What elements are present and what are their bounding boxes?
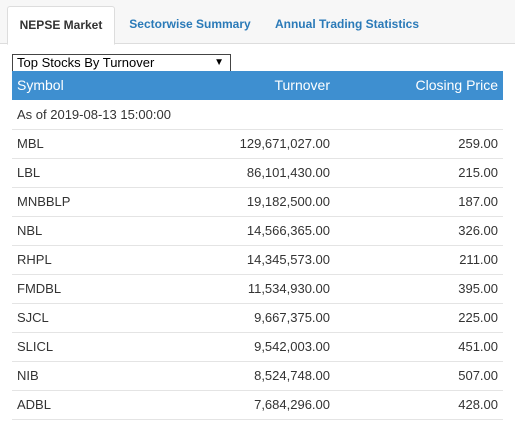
cell-closing-price: 428.00 bbox=[458, 397, 498, 412]
cell-closing-price: 451.00 bbox=[458, 339, 498, 354]
cell-symbol: ADBL bbox=[17, 397, 51, 412]
cell-closing-price: 507.00 bbox=[458, 368, 498, 383]
tab-sectorwise-summary[interactable]: Sectorwise Summary bbox=[129, 17, 251, 31]
cell-symbol: LBL bbox=[17, 165, 41, 180]
cell-closing-price: 215.00 bbox=[458, 165, 498, 180]
table-row: LBL 86,101,430.00 215.00 bbox=[12, 159, 503, 188]
table-row: RHPL 14,345,573.00 211.00 bbox=[12, 246, 503, 275]
column-header-closing-price: Closing Price bbox=[415, 77, 498, 93]
cell-symbol: NIB bbox=[17, 368, 39, 383]
cell-symbol: NBL bbox=[17, 223, 43, 238]
cell-turnover: 9,542,003.00 bbox=[254, 339, 330, 354]
cell-turnover: 19,182,500.00 bbox=[246, 194, 330, 209]
column-header-turnover: Turnover bbox=[274, 77, 330, 93]
cell-symbol: SLICL bbox=[17, 339, 54, 354]
cell-turnover: 129,671,027.00 bbox=[239, 136, 330, 151]
table-body: MBL 129,671,027.00 259.00 LBL 86,101,430.00 2… bbox=[12, 130, 503, 420]
cell-closing-price: 187.00 bbox=[458, 194, 498, 209]
table-row: SJCL 9,667,375.00 225.00 bbox=[12, 304, 503, 333]
cell-turnover: 86,101,430.00 bbox=[246, 165, 330, 180]
tab-annual-trading-statistics[interactable]: Annual Trading Statistics bbox=[274, 17, 420, 31]
cell-closing-price: 225.00 bbox=[458, 310, 498, 325]
cell-closing-price: 259.00 bbox=[458, 136, 498, 151]
table-row: MNBBLP 19,182,500.00 187.00 bbox=[12, 188, 503, 217]
cell-turnover: 14,566,365.00 bbox=[246, 223, 330, 238]
tab-bar: NEPSE Market Sectorwise Summary Annual T… bbox=[0, 0, 515, 45]
cell-turnover: 11,534,930.00 bbox=[247, 281, 330, 296]
table-row: NBL 14,566,365.00 326.00 bbox=[12, 217, 503, 246]
column-header-symbol: Symbol bbox=[17, 77, 64, 93]
dropdown-arrow-icon: ▼ bbox=[214, 57, 224, 68]
cell-turnover: 8,524,748.00 bbox=[254, 368, 330, 383]
table-row: NIB 8,524,748.00 507.00 bbox=[12, 362, 503, 391]
as-of-timestamp: As of 2019-08-13 15:00:00 bbox=[12, 100, 503, 130]
tab-nepse-market[interactable]: NEPSE Market bbox=[7, 6, 115, 45]
cell-closing-price: 395.00 bbox=[458, 281, 498, 296]
cell-turnover: 14,345,573.00 bbox=[246, 252, 330, 267]
top-stocks-table: Symbol Turnover Closing Price As of 2019… bbox=[12, 71, 503, 420]
cell-turnover: 7,684,296.00 bbox=[254, 397, 330, 412]
cell-turnover: 9,667,375.00 bbox=[254, 310, 330, 325]
cell-symbol: FMDBL bbox=[17, 281, 62, 296]
table-row: MBL 129,671,027.00 259.00 bbox=[12, 130, 503, 159]
cell-symbol: RHPL bbox=[17, 252, 52, 267]
dropdown-value: Top Stocks By Turnover bbox=[17, 55, 155, 70]
table-row: ADBL 7,684,296.00 428.00 bbox=[12, 391, 503, 420]
cell-symbol: SJCL bbox=[17, 310, 49, 325]
stock-list-dropdown[interactable]: Top Stocks By Turnover ▼ bbox=[12, 54, 231, 72]
cell-closing-price: 326.00 bbox=[458, 223, 498, 238]
table-header: Symbol Turnover Closing Price bbox=[12, 71, 503, 100]
table-row: FMDBL 11,534,930.00 395.00 bbox=[12, 275, 503, 304]
cell-symbol: MNBBLP bbox=[17, 194, 71, 209]
table-row: SLICL 9,542,003.00 451.00 bbox=[12, 333, 503, 362]
cell-symbol: MBL bbox=[17, 136, 44, 151]
cell-closing-price: 211.00 bbox=[459, 252, 498, 267]
